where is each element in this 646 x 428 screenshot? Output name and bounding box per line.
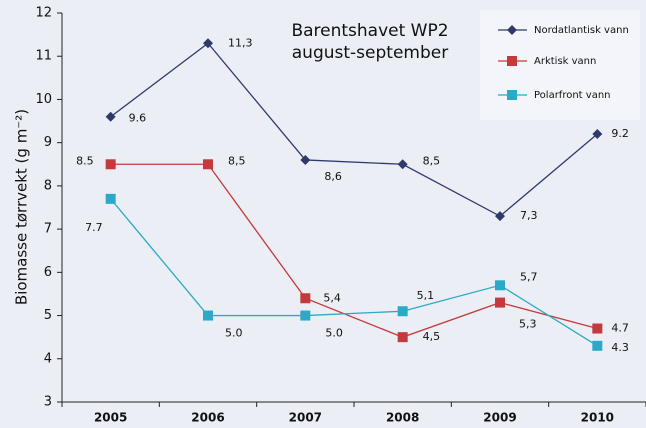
point [105, 193, 116, 204]
legend-box [480, 10, 640, 120]
y-tick-label: 4 [44, 351, 52, 366]
chart-subtitle: august-september [292, 43, 448, 63]
y-tick-label: 9 [44, 135, 52, 150]
y-tick-label: 3 [44, 395, 52, 410]
legend-marker [507, 90, 517, 100]
data-label: 11,3 [228, 36, 253, 49]
series-line [110, 42, 598, 217]
point [203, 159, 213, 170]
point [495, 297, 505, 308]
y-axis-label: Biomasse tørrvekt (g m⁻²) [13, 109, 31, 305]
data-label: 8,5 [423, 154, 441, 167]
data-label: 5,1 [417, 289, 435, 302]
data-label: 5.0 [225, 327, 243, 340]
legend-label: Polarfront vann [534, 90, 611, 101]
point [397, 159, 408, 170]
x-tick-label: 2009 [483, 411, 516, 425]
legend-marker [507, 25, 517, 35]
data-label: 5,4 [323, 291, 341, 304]
point [592, 129, 603, 140]
point [495, 211, 505, 222]
point [592, 323, 603, 334]
point [300, 293, 311, 304]
data-label: 8,6 [324, 170, 342, 183]
legend-label: Nordatlantisk vann [534, 25, 629, 36]
data-label: 9.6 [129, 112, 147, 125]
data-label: 7.7 [85, 221, 103, 234]
x-tick-label: 2006 [191, 411, 224, 425]
legend-marker [507, 56, 517, 66]
data-label: 4.7 [611, 322, 629, 335]
series-line [110, 163, 598, 338]
point [592, 340, 603, 351]
y-tick-label: 8 [44, 178, 52, 193]
data-label: 9.2 [611, 127, 629, 140]
point [105, 111, 116, 122]
point [397, 332, 408, 343]
series-line [110, 198, 598, 347]
y-tick-label: 12 [35, 6, 52, 21]
point [397, 306, 408, 317]
data-label: 7,3 [520, 209, 538, 222]
legend-label: Arktisk vann [534, 56, 596, 67]
point [203, 38, 213, 49]
data-label: 8,5 [228, 154, 246, 167]
data-label: 5,7 [520, 270, 538, 283]
point [203, 310, 213, 321]
point [495, 280, 505, 291]
point [300, 154, 311, 165]
x-tick-label: 2008 [386, 411, 419, 425]
point [105, 159, 116, 170]
data-label: 5,3 [519, 318, 537, 331]
y-tick-label: 5 [44, 308, 52, 323]
data-label: 8.5 [76, 154, 94, 167]
data-label: 4.3 [611, 341, 629, 354]
x-tick-label: 2007 [289, 411, 322, 425]
x-tick-label: 2010 [581, 411, 614, 425]
chart-title: Barentshavet WP2 [291, 21, 448, 41]
y-tick-label: 6 [44, 265, 52, 280]
data-label: 4,5 [423, 330, 441, 343]
x-tick-label: 2005 [94, 411, 127, 425]
point [300, 310, 311, 321]
y-tick-label: 7 [44, 222, 52, 237]
y-tick-label: 10 [35, 92, 52, 107]
y-tick-label: 11 [35, 49, 52, 64]
data-label: 5.0 [325, 327, 343, 340]
